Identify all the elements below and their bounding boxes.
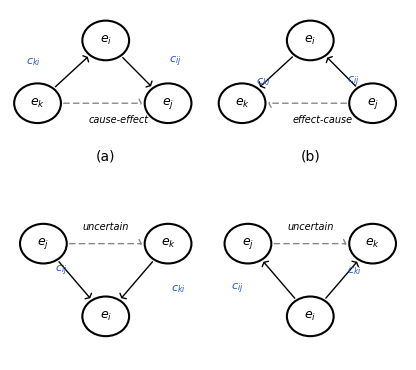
Text: effect-cause: effect-cause: [293, 115, 353, 125]
Text: $c_{ki}$: $c_{ki}$: [347, 265, 362, 277]
Text: $c_{ij}$: $c_{ij}$: [231, 282, 244, 296]
Circle shape: [287, 21, 334, 60]
Text: $c_{ki}$: $c_{ki}$: [171, 283, 186, 295]
Text: $e_i$: $e_i$: [100, 310, 112, 323]
Text: $e_j$: $e_j$: [366, 96, 379, 111]
Circle shape: [145, 224, 191, 263]
Text: $e_i$: $e_i$: [304, 34, 316, 47]
Circle shape: [225, 224, 271, 263]
Circle shape: [82, 21, 129, 60]
Text: $c_{ij}$: $c_{ij}$: [169, 55, 182, 70]
Circle shape: [14, 83, 61, 123]
Text: cause-effect: cause-effect: [88, 115, 149, 125]
Text: uncertain: uncertain: [287, 222, 334, 232]
Text: $e_k$: $e_k$: [30, 97, 45, 110]
Circle shape: [219, 83, 265, 123]
Circle shape: [349, 83, 396, 123]
Text: $e_j$: $e_j$: [162, 96, 174, 111]
Circle shape: [287, 296, 334, 336]
Text: $e_j$: $e_j$: [37, 236, 50, 251]
Text: $e_i$: $e_i$: [304, 310, 316, 323]
Circle shape: [145, 83, 191, 123]
Circle shape: [20, 224, 67, 263]
Circle shape: [82, 296, 129, 336]
Text: $e_k$: $e_k$: [161, 237, 176, 250]
Text: $e_k$: $e_k$: [235, 97, 250, 110]
Text: $c_{ij}$: $c_{ij}$: [347, 74, 359, 88]
Text: uncertain: uncertain: [82, 222, 129, 232]
Text: (b): (b): [300, 149, 320, 163]
Text: $e_i$: $e_i$: [100, 34, 112, 47]
Text: $c_{ki}$: $c_{ki}$: [256, 76, 271, 88]
Text: $e_j$: $e_j$: [242, 236, 254, 251]
Text: $e_k$: $e_k$: [365, 237, 380, 250]
Text: $c_{ki}$: $c_{ki}$: [26, 56, 41, 68]
Text: (a): (a): [96, 149, 116, 163]
Circle shape: [349, 224, 396, 263]
Text: $c_{ij}$: $c_{ij}$: [55, 264, 68, 279]
